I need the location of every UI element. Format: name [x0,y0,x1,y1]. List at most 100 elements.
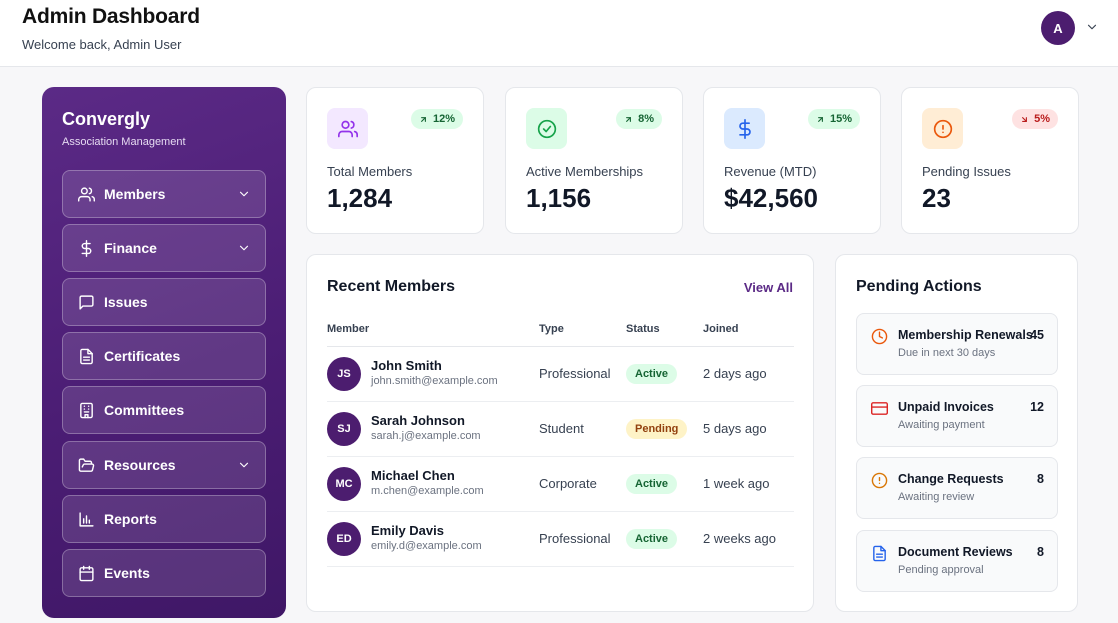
trend-value: 5% [1034,113,1050,125]
arrow-up-right-icon [626,116,632,122]
sidebar-item-label: Certificates [104,348,181,364]
table-row[interactable]: ED Emily Davis emily.d@example.com Profe… [327,512,794,567]
chevron-down-icon [239,191,249,197]
view-all-link[interactable]: View All [743,280,793,295]
avatar: JS [327,357,361,391]
user-avatar[interactable]: A [1041,11,1075,45]
stat-card-active-memberships: 8% Active Memberships 1,156 [505,87,683,234]
top-bar: Admin Dashboard Welcome back, Admin User… [0,0,1118,67]
sidebar-item-label: Resources [104,457,176,473]
table-row[interactable]: MC Michael Chen m.chen@example.com Corpo… [327,457,794,512]
recent-members-panel: Recent Members View All Member Type Stat… [306,254,814,612]
trend-badge: 12% [410,109,463,129]
status-badge: Active [626,529,678,549]
sidebar-item-reports[interactable]: Reports [62,495,266,543]
action-count: 8 [1037,472,1044,486]
action-count: 12 [1030,400,1044,414]
member-email: john.smith@example.com [371,375,498,387]
action-subtitle: Pending approval [898,564,984,576]
panel-title: Recent Members [327,278,456,295]
sidebar-item-certificates[interactable]: Certificates [62,332,266,380]
joined-date: 1 week ago [703,476,770,491]
column-header-status: Status [626,323,660,335]
stat-label: Pending Issues [922,164,1011,179]
stat-value: 1,284 [327,183,393,213]
file-text-icon [873,545,886,562]
status-badge: Active [626,474,678,494]
building-icon [77,401,95,419]
sidebar-item-label: Reports [104,511,157,527]
status-badge: Active [626,364,678,384]
sidebar-item-label: Members [104,186,166,202]
joined-date: 2 days ago [703,366,767,381]
trend-badge: 5% [1012,109,1058,129]
sidebar-item-members[interactable]: Members [62,170,266,218]
stat-card-revenue: 15% Revenue (MTD) $42,560 [703,87,881,234]
users-icon [77,185,95,203]
joined-date: 5 days ago [703,421,767,436]
dollar-icon [724,108,765,149]
action-item-membership-renewals[interactable]: Membership Renewals Due in next 30 days … [856,313,1058,375]
welcome-text: Welcome back, Admin User [22,37,182,52]
sidebar-item-committees[interactable]: Committees [62,386,266,434]
arrow-up-right-icon [818,116,823,122]
member-type: Student [539,421,584,436]
sidebar-item-events[interactable]: Events [62,549,266,597]
table-row[interactable]: SJ Sarah Johnson sarah.j@example.com Stu… [327,402,794,457]
alert-circle-icon [871,472,888,489]
member-type: Corporate [539,476,597,491]
trend-badge: 15% [807,109,860,129]
member-email: emily.d@example.com [371,540,482,552]
message-square-icon [77,293,95,311]
status-badge: Pending [626,419,688,439]
chevron-down-icon[interactable] [1085,20,1099,34]
trend-value: 12% [432,113,455,125]
trend-value: 15% [829,113,852,125]
sidebar-item-label: Committees [104,402,185,418]
action-subtitle: Awaiting review [898,491,975,503]
column-header-member: Member [327,323,370,335]
sidebar-item-issues[interactable]: Issues [62,278,266,326]
member-name: John Smith [371,358,442,373]
file-text-icon [77,347,95,365]
stat-card-pending-issues: 5% Pending Issues 23 [901,87,1079,234]
member-type: Professional [539,366,611,381]
action-item-change-requests[interactable]: Change Requests Awaiting review 8 [856,457,1058,519]
action-item-document-reviews[interactable]: Document Reviews Pending approval 8 [856,530,1058,592]
trend-badge: 8% [616,109,662,129]
column-header-joined: Joined [703,323,739,335]
sidebar-item-label: Finance [104,240,157,256]
member-name: Sarah Johnson [371,413,465,428]
avatar: SJ [327,412,361,446]
joined-date: 2 weeks ago [703,531,776,546]
clock-icon [871,328,888,345]
sidebar-item-label: Events [104,565,150,581]
stat-label: Active Memberships [526,164,644,179]
member-name: Emily Davis [371,523,444,538]
divider [327,346,794,347]
stat-value: 1,156 [526,183,592,213]
calendar-icon [77,564,95,582]
check-circle-icon [526,108,567,149]
stat-value: $42,560 [724,183,818,213]
action-title: Change Requests [898,472,1004,486]
arrow-up-right-icon [421,116,426,122]
sidebar-item-resources[interactable]: Resources [62,441,266,489]
stat-card-total-members: 12% Total Members 1,284 [306,87,484,234]
action-count: 8 [1037,545,1044,559]
table-row[interactable]: JS John Smith john.smith@example.com Pro… [327,347,794,402]
action-title: Document Reviews [898,545,1013,559]
pending-actions-panel: Pending Actions Membership Renewals Due … [835,254,1078,612]
column-header-type: Type [539,323,564,335]
sidebar-item-label: Issues [104,294,148,310]
panel-title: Pending Actions [856,278,982,295]
action-item-unpaid-invoices[interactable]: Unpaid Invoices Awaiting payment 12 [856,385,1058,447]
brand-name: Convergly [62,109,151,129]
sidebar: Convergly Association Management Members… [42,87,286,618]
credit-card-icon [871,402,888,415]
action-title: Unpaid Invoices [898,400,994,414]
stat-label: Revenue (MTD) [724,164,817,179]
chevron-down-icon [239,462,249,468]
member-email: m.chen@example.com [371,485,484,497]
sidebar-item-finance[interactable]: Finance [62,224,266,272]
